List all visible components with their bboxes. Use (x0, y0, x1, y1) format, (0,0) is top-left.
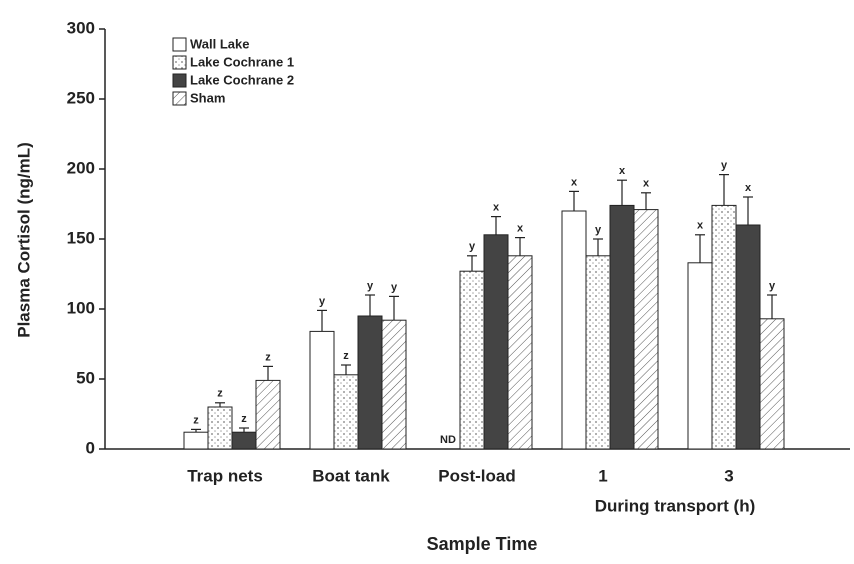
significance-letter: y (391, 281, 398, 293)
group-label: During transport (h) (595, 496, 756, 515)
y-tick-label: 200 (67, 158, 95, 177)
x-tick-label: 1 (598, 466, 607, 485)
y-tick-label: 50 (76, 368, 95, 387)
legend-label: Lake Cochrane 1 (190, 54, 294, 69)
bar (586, 256, 610, 449)
significance-letter: x (643, 178, 650, 190)
y-axis-label: Plasma Cortisol (ng/mL) (14, 142, 33, 338)
legend-label: Sham (190, 90, 225, 105)
legend-label: Lake Cochrane 2 (190, 72, 294, 87)
significance-letter: y (319, 295, 326, 307)
significance-letter: z (265, 351, 271, 363)
significance-letter: y (367, 280, 374, 292)
x-tick-label: 3 (724, 466, 733, 485)
nd-label: ND (440, 434, 456, 446)
significance-letter: x (517, 223, 524, 235)
legend-swatch (173, 56, 186, 69)
bar (382, 320, 406, 449)
x-tick-label: Boat tank (312, 466, 390, 485)
chart: Plasma Cortisol (ng/mL) Sample Time Duri… (0, 0, 854, 559)
bar (712, 205, 736, 449)
legend-label: Wall Lake (190, 36, 249, 51)
y-tick-label: 300 (67, 18, 95, 37)
significance-letter: x (697, 220, 704, 232)
x-axis-label: Sample Time (427, 534, 538, 554)
y-tick-label: 100 (67, 298, 95, 317)
significance-letter: x (745, 182, 752, 194)
bar (334, 375, 358, 449)
legend-swatch (173, 92, 186, 105)
bar (760, 319, 784, 449)
significance-letter: z (193, 414, 199, 426)
significance-letter: y (721, 160, 728, 172)
significance-letter: z (241, 413, 247, 425)
bar (736, 225, 760, 449)
bar (256, 380, 280, 449)
bar (508, 256, 532, 449)
significance-letter: y (769, 280, 776, 292)
x-tick-label: Trap nets (187, 466, 263, 485)
y-tick-label: 250 (67, 88, 95, 107)
bar (208, 407, 232, 449)
bar (460, 271, 484, 449)
bar (232, 432, 256, 449)
bar (562, 211, 586, 449)
bar (688, 263, 712, 449)
significance-letter: y (469, 241, 476, 253)
significance-letter: x (571, 176, 578, 188)
significance-letter: y (595, 224, 602, 236)
significance-letter: x (619, 165, 626, 177)
bar (610, 205, 634, 449)
significance-letter: z (217, 388, 223, 400)
bar (184, 432, 208, 449)
significance-letter: z (343, 350, 349, 362)
legend-swatch (173, 38, 186, 51)
bar (634, 210, 658, 449)
legend-swatch (173, 74, 186, 87)
x-tick-label: Post-load (438, 466, 515, 485)
bar (484, 235, 508, 449)
bar (358, 316, 382, 449)
y-tick-label: 150 (67, 228, 95, 247)
significance-letter: x (493, 202, 500, 214)
bar (310, 331, 334, 449)
y-tick-label: 0 (86, 438, 95, 457)
